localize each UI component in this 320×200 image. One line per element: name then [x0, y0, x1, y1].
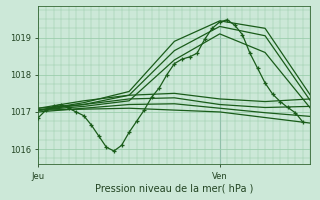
X-axis label: Pression niveau de la mer( hPa ): Pression niveau de la mer( hPa )	[95, 183, 253, 193]
